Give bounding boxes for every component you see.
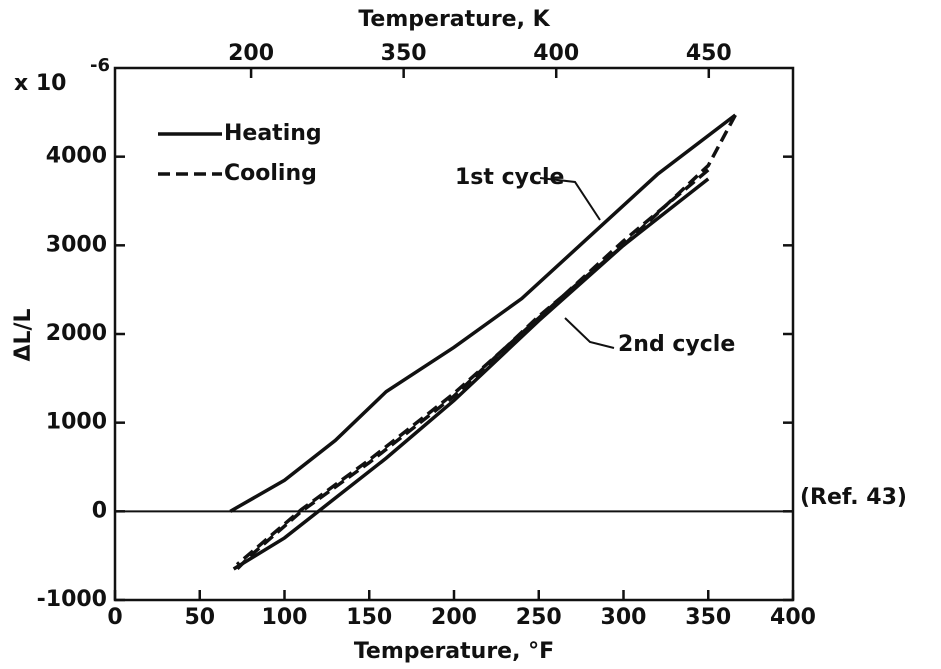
y-tick-label: 0 <box>92 498 107 523</box>
x-tick-label: 300 <box>601 605 647 630</box>
y-tick-label: 2000 <box>46 321 107 346</box>
x2-tick-label: 400 <box>533 41 579 66</box>
y-tick-label: 1000 <box>46 410 107 435</box>
x2-tick-label: 200 <box>228 41 274 66</box>
data-line <box>232 177 710 571</box>
x-tick-label: 0 <box>107 605 122 630</box>
y-tick-label: 3000 <box>46 232 107 257</box>
x-tick-label: 400 <box>770 605 816 630</box>
x-tick-label: 250 <box>516 605 562 630</box>
legend-label: Cooling <box>224 161 317 186</box>
y-axis-label: ΔL/L <box>11 308 36 361</box>
x-tick-label: 50 <box>184 605 215 630</box>
y-tick-label: -1000 <box>37 587 107 612</box>
leader-line <box>564 317 615 349</box>
x2-axis-label: Temperature, K <box>358 7 550 32</box>
annotation: 1st cycle <box>455 165 564 190</box>
annotation: 2nd cycle <box>618 332 735 357</box>
x-tick-label: 350 <box>685 605 731 630</box>
data-line <box>235 114 737 571</box>
annotation: (Ref. 43) <box>800 485 907 510</box>
x-axis-label: Temperature, °F <box>354 639 554 664</box>
x2-tick-label: 350 <box>381 41 427 66</box>
data-line <box>229 113 737 513</box>
data-line <box>235 168 710 566</box>
legend-label: Heating <box>224 121 322 146</box>
x2-tick-label: 450 <box>686 41 732 66</box>
y-unit: x 10 <box>14 71 66 96</box>
y-unit-exponent: -6 <box>90 55 110 76</box>
x-tick-label: 150 <box>346 605 392 630</box>
x-tick-label: 200 <box>431 605 477 630</box>
leader-line <box>539 177 601 221</box>
x-tick-label: 100 <box>262 605 308 630</box>
y-tick-label: 4000 <box>46 144 107 169</box>
